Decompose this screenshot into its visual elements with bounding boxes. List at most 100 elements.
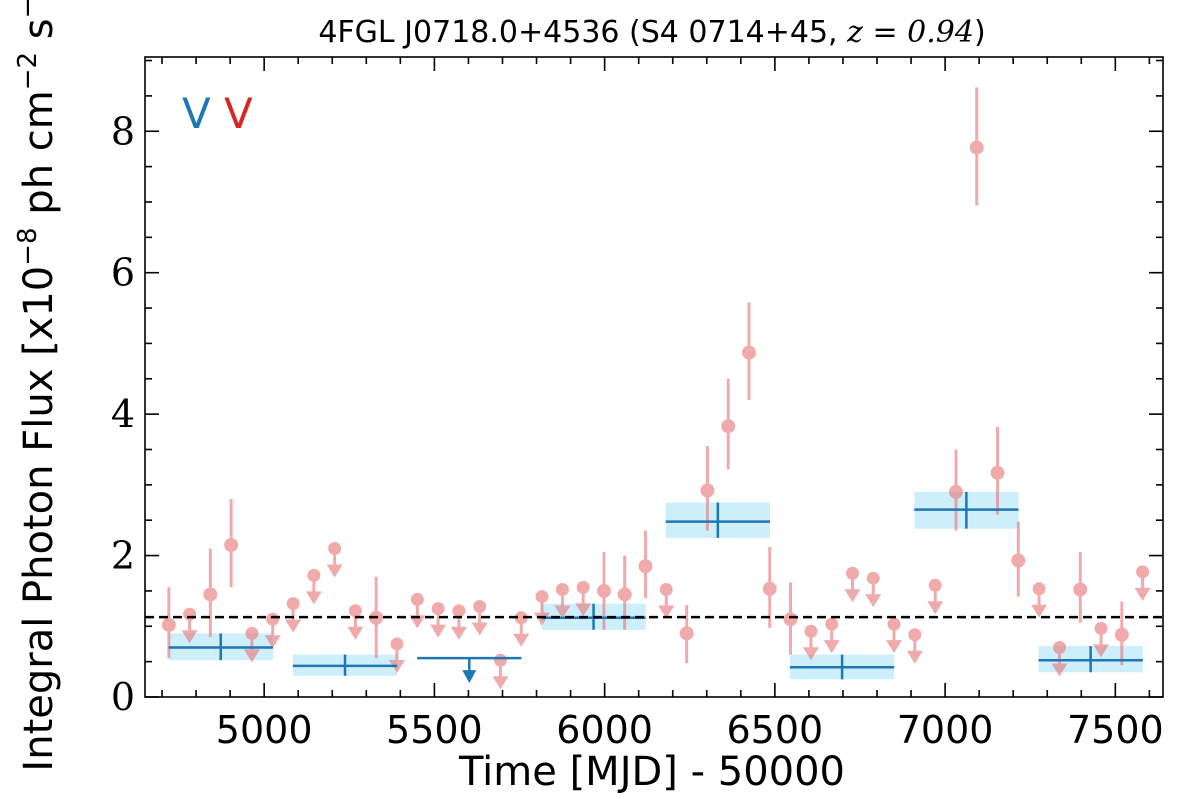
short-bin-ul-marker [804,624,818,638]
short-bin-ul-marker [908,628,922,642]
short-bin-ul-arrow [305,591,322,605]
short-bin-ul-marker [928,578,942,592]
short-bin-ul-marker [286,597,300,611]
short-bin-marker [679,626,694,641]
short-bin-upper-limit [450,604,467,640]
chart-title: 4FGL J0718.0+4536 (S4 0714+45, z = 0.94) [318,15,985,50]
short-bin-ul-arrow [347,626,364,640]
short-bin-marker [721,419,736,434]
y-tick-label: 0 [111,675,135,719]
short-bin-point [783,582,798,655]
short-bin-upper-limit [823,617,840,654]
short-bin-marker [700,483,715,498]
short-bin-ul-marker [514,611,528,625]
short-bin-upper-limit [1031,582,1048,618]
short-bin-marker [783,612,798,627]
y-axis-title-main: Integral Photon Flux [x10 [16,266,62,772]
short-bin-point [721,378,736,470]
short-bin-ul-arrow [844,589,861,603]
short-bin-upper-limit [658,583,675,619]
x-tick-label: 7000 [897,708,994,752]
short-bin-ul-marker [555,583,569,597]
short-bin-marker [224,537,239,552]
short-bin-ul-arrow [533,612,550,626]
short-bin-points [161,87,1151,690]
short-bin-ul-marker [390,637,404,651]
short-bin-marker [203,587,218,602]
short-bin-ul-arrow [285,619,302,633]
short-bin-marker [1011,553,1026,568]
legend-label-short: V [224,89,253,138]
short-bin-ul-arrow [575,603,592,617]
y-axis-title-exp2: −2 [13,52,43,90]
y-tick-label: 8 [111,109,135,153]
short-bin-upper-limit [865,571,882,608]
short-bin-ul-marker [1052,640,1066,654]
plot-frame [144,56,1164,698]
short-bin-ul-marker [266,612,280,626]
short-bin-ul-marker [825,617,839,631]
x-tick-label: 6500 [727,708,824,752]
short-bin-point [948,449,963,531]
short-bin-ul-arrow [471,622,488,636]
short-bin-upper-limit [305,568,322,605]
short-bin-ul-arrow [1093,644,1110,658]
chart-title-close: ) [974,15,986,50]
short-bin-upper-limit [906,628,923,664]
chart-title-z: z = 0.94 [846,15,974,50]
short-bin-marker [990,465,1005,480]
short-bin-point [1114,601,1129,666]
short-bin-ul-arrow [823,640,840,654]
short-bin-ul-arrow [409,615,426,629]
y-axis-title-mid: ph cm [16,90,62,227]
short-bin-ul-marker [535,590,549,604]
y-tick-label: 4 [111,392,135,436]
short-bin-upper-limit [409,592,426,629]
short-bin-upper-limit [285,597,302,633]
short-bin-ul-marker [866,571,880,585]
short-bin-upper-limit [471,599,488,636]
short-bin-upper-limit [1093,621,1110,658]
short-bin-ul-marker [183,607,197,621]
short-bin-ul-marker [348,604,362,618]
short-bin-ul-arrow [554,605,571,619]
short-bin-upper-limit [886,617,903,654]
short-bin-ul-marker [1136,565,1150,579]
short-bin-marker [762,581,777,596]
legend-label-long: V [182,89,211,138]
y-axis-title-mid2: s [16,18,62,52]
short-bin-ul-arrow [450,626,467,640]
short-bin-ul-marker [431,602,445,616]
long-bin-point [292,654,398,676]
short-bin-upper-limit [513,611,530,647]
short-bin-ul-marker [1032,582,1046,596]
y-axis-title: Integral Photon Flux [x10−8 ph cm−2 s−1] [13,0,62,772]
short-bin-marker [741,345,756,360]
short-bin-upper-limit [326,541,343,578]
short-bin-ul-arrow [492,676,509,690]
short-bin-ul-arrow [927,601,944,615]
short-bin-marker [969,140,984,155]
long-bin-points [168,491,1143,684]
short-bin-ul-arrow [1031,604,1048,618]
short-bin-ul-marker [659,583,673,597]
long-bin-point [789,654,895,680]
short-bin-point [1011,521,1026,597]
long-bin-ul-arrow [462,670,477,684]
short-bin-point [224,498,239,588]
short-bin-ul-marker [452,604,466,618]
short-bin-upper-limit [1134,565,1151,601]
short-bin-ul-arrow [243,649,260,663]
short-bin-ul-arrow [906,650,923,664]
short-bin-marker [596,583,611,598]
short-bin-marker [617,587,632,602]
short-bin-point [990,426,1005,515]
y-axis-title-exp1: −8 [13,227,43,265]
tick-labels: 5000 5500 6000 6500 7000 7500 0 2 4 6 8 [111,109,1164,752]
long-bin-point [914,491,1019,529]
short-bin-upper-limit [927,578,944,615]
x-axis-title: Time [MJD] - 50000 [458,749,845,795]
short-bin-marker [948,484,963,499]
short-bin-ul-arrow [513,633,530,647]
long-bin-point [665,502,770,538]
